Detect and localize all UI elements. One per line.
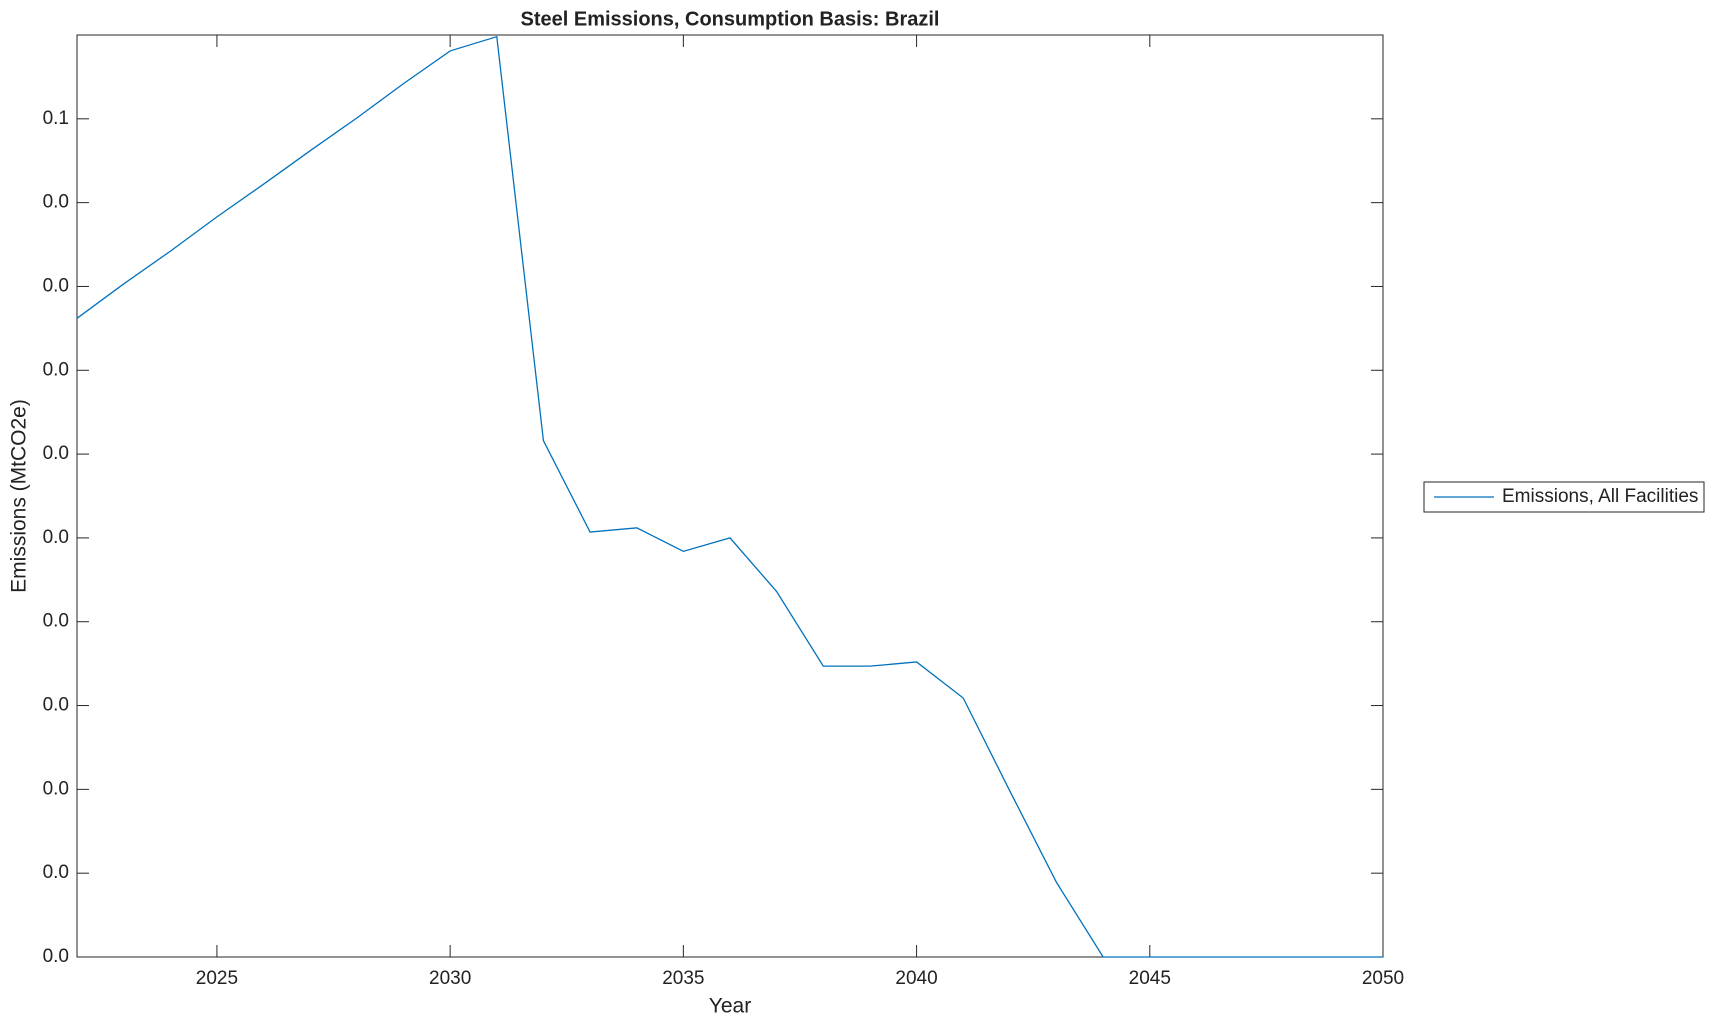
y-tick-label: 0.0 [43, 192, 69, 213]
chart-title: Steel Emissions, Consumption Basis: Braz… [521, 8, 940, 30]
x-tick-label: 2045 [1129, 968, 1171, 989]
y-tick-label: 0.1 [43, 108, 69, 129]
y-tick-label: 0.0 [43, 611, 69, 632]
x-tick-label: 2040 [895, 968, 937, 989]
y-tick-label: 0.0 [43, 443, 69, 464]
series-line [76, 35, 1383, 958]
x-tick-label: 2030 [429, 968, 471, 989]
x-axis-label: Year [709, 995, 751, 1018]
x-tick-label: 2025 [196, 968, 238, 989]
x-tick-label: 2050 [1362, 968, 1404, 989]
x-tick-label: 2035 [662, 968, 704, 989]
y-tick-label: 0.0 [43, 862, 69, 883]
plot-area [76, 34, 1384, 958]
y-tick-label: 0.0 [43, 275, 69, 296]
y-tick-label: 0.0 [43, 695, 69, 716]
y-tick-label: 0.0 [43, 527, 69, 548]
legend-label: Emissions, All Facilities [1502, 486, 1698, 507]
y-axis-label: Emissions (MtCO2e) [8, 399, 31, 593]
y-tick-label: 0.0 [43, 778, 69, 799]
y-tick-label: 0.0 [43, 946, 69, 967]
y-tick-label: 0.0 [43, 359, 69, 380]
